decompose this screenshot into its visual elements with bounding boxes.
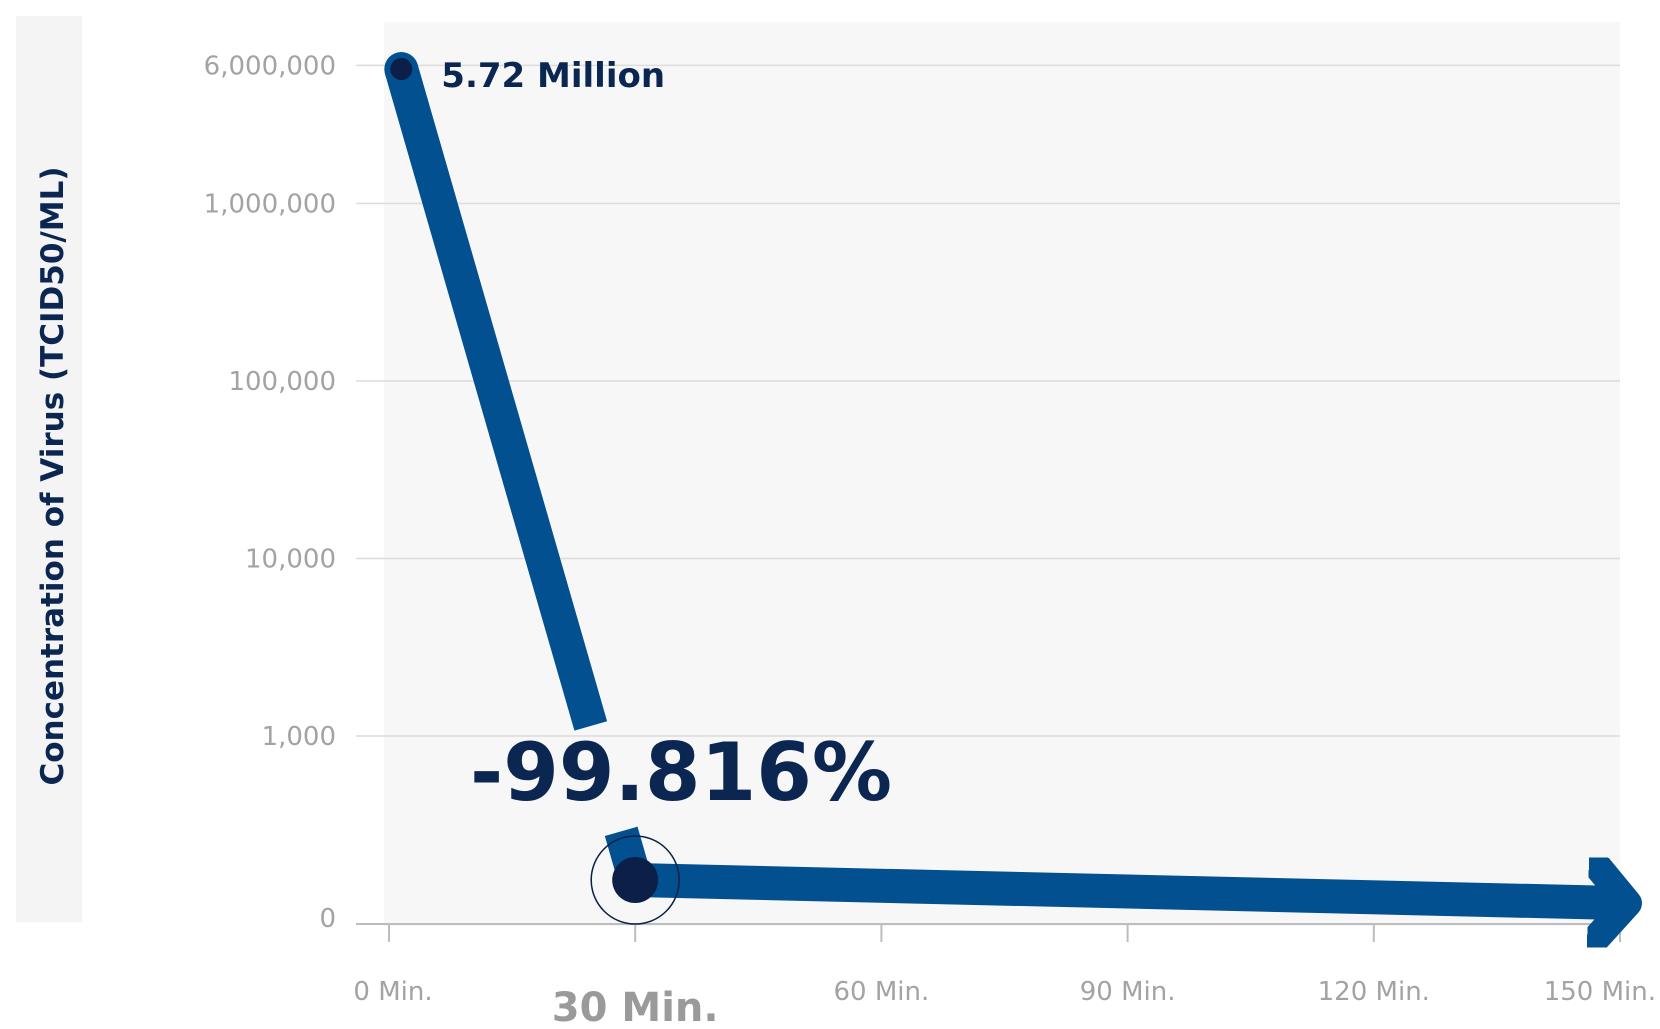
y-tick-label: 0 (319, 904, 336, 934)
y-tick-label: 100,000 (228, 367, 336, 397)
x-tick-label: 150 Min. (1544, 977, 1656, 1007)
y-tick-label: 1,000 (262, 722, 336, 752)
y-tick-label: 6,000,000 (204, 51, 336, 81)
y-label-panel (16, 16, 82, 922)
plot-background (384, 22, 1620, 926)
decline-segment (384, 64, 608, 731)
data-point (612, 857, 659, 903)
gridlines (356, 64, 1620, 737)
x-tick-label: 0 Min. (353, 977, 432, 1007)
data-point-ring (590, 835, 680, 925)
reduction-percent-label: -99.816% (470, 726, 892, 819)
peak-value-label: 5.72 Million (441, 56, 665, 96)
x-axis-ticks: 0 Min. 30 Min. 60 Min. 90 Min. 120 Min. 150 M… (353, 924, 1656, 1029)
data-point (390, 58, 413, 81)
y-tick-label: 10,000 (245, 545, 336, 575)
y-axis-tick-labels: 6,000,000 1,000,000 100,000 10,000 1,000 0 (204, 51, 336, 934)
x-tick-label: 60 Min. (834, 977, 930, 1007)
y-axis-label: Concentration of Virus (TCID50/ML) (35, 166, 71, 785)
x-tick-label: 120 Min. (1318, 977, 1430, 1007)
x-tick-label-highlight: 30 Min. (552, 985, 719, 1029)
y-tick-label: 1,000,000 (204, 190, 336, 220)
annotations: 5.72 Million -99.816% (441, 56, 892, 819)
series-line (384, 52, 1618, 924)
plateau-arrow-segment (634, 880, 1618, 903)
x-tick-label: 90 Min. (1080, 977, 1176, 1007)
